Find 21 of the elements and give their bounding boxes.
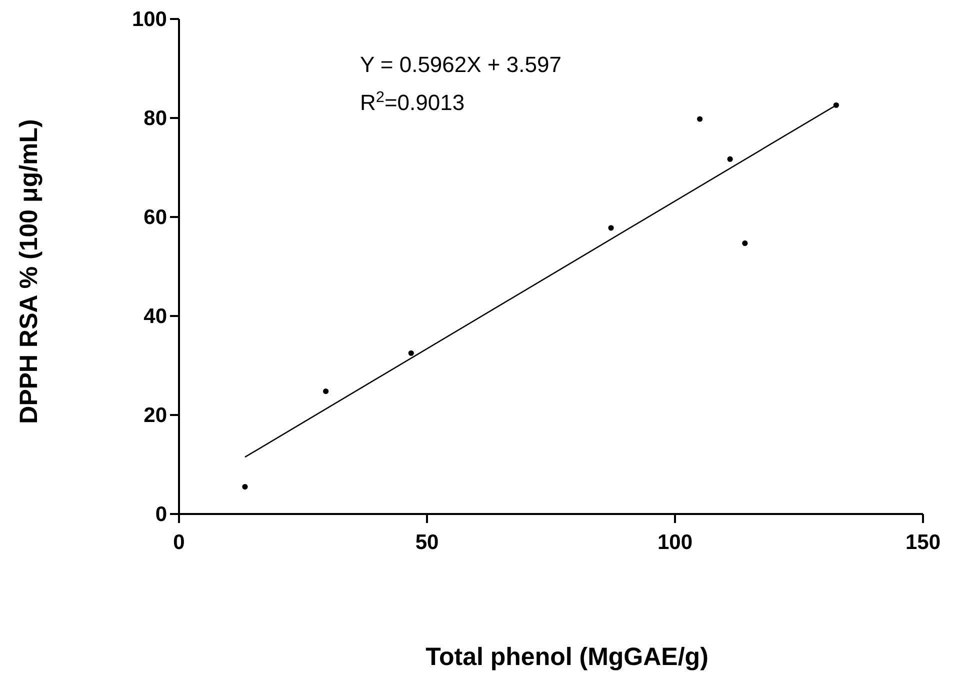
point <box>697 116 703 122</box>
annotation: R$^{2}$=0.9013 <box>360 88 465 115</box>
x-tick-label: 150 <box>905 531 941 554</box>
y-tick-label: 20 <box>144 404 167 427</box>
annotation: Y = 0.5962X + 3.597 <box>360 52 562 77</box>
y-tick-label: 0 <box>155 503 167 526</box>
x-tick-label: 50 <box>415 531 439 554</box>
y-tick-label: 40 <box>144 305 167 328</box>
point <box>242 484 248 490</box>
y-tick-label: 80 <box>144 107 167 130</box>
y-tick-label: 60 <box>144 206 167 229</box>
x-tick-label: 100 <box>657 531 693 554</box>
point <box>608 225 614 231</box>
point <box>742 240 748 246</box>
point <box>408 350 414 356</box>
y-tick-label: 100 <box>132 8 167 31</box>
y-axis-title: DPPH RSA % (100 μg/mL) <box>15 119 43 424</box>
point <box>727 156 733 162</box>
x-tick-label: 0 <box>173 531 185 554</box>
x-axis-title: Total phenol (MgGAE/g) <box>426 643 708 671</box>
point <box>323 388 329 394</box>
